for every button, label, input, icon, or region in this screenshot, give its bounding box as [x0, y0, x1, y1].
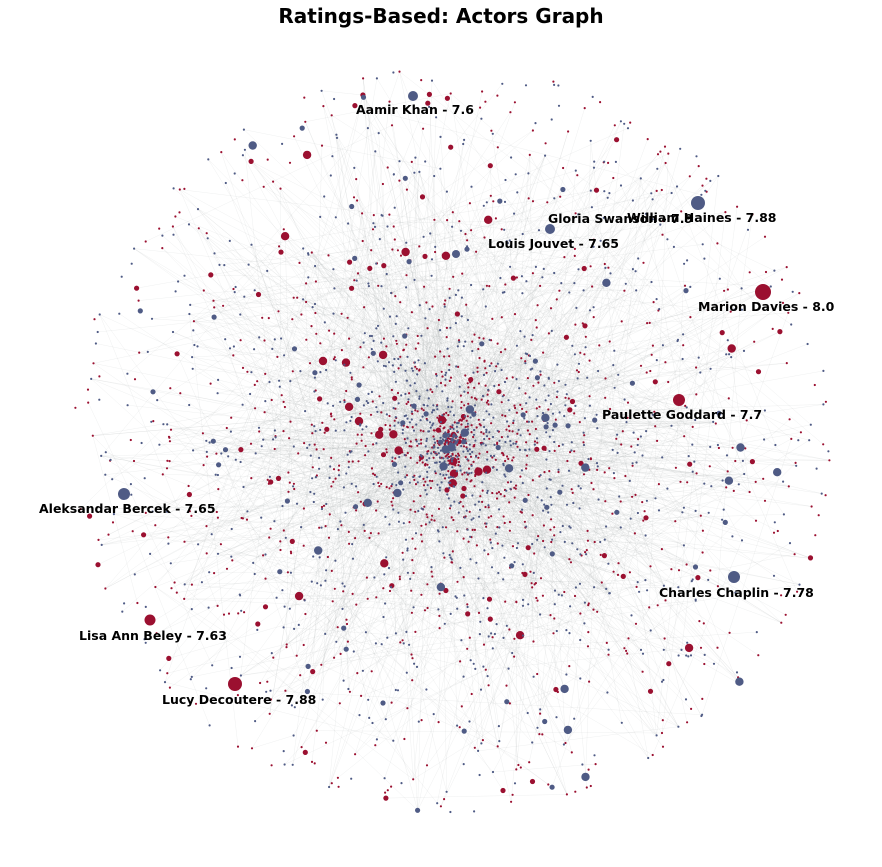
node-label-lisa-ann-beley: Lisa Ann Beley - 7.63 [79, 628, 227, 643]
hub-node-9 [228, 677, 242, 691]
hub-node-4 [755, 284, 771, 300]
hub-node-0 [408, 91, 418, 101]
hub-node-2 [691, 196, 705, 210]
node-label-charles-chaplin: Charles Chaplin - 7.78 [659, 585, 814, 600]
hub-node-3 [452, 250, 460, 258]
hub-node-8 [144, 614, 156, 626]
node-label-aamir-khan: Aamir Khan - 7.6 [356, 102, 474, 117]
hub-node-1 [545, 224, 555, 234]
labeled-node-layer [118, 91, 771, 691]
node-label-louis-jouvet: Louis Jouvet - 7.65 [488, 236, 619, 251]
node-label-aleksandar-bercek: Aleksandar Bercek - 7.65 [39, 501, 216, 516]
node-layer [74, 70, 831, 814]
node-label-marion-davies: Marion Davies - 8.0 [698, 299, 835, 314]
chart-title: Ratings-Based: Actors Graph [278, 4, 604, 28]
hub-node-6 [118, 488, 130, 500]
hub-node-7 [728, 571, 740, 583]
node-label-william-haines: William Haines - 7.88 [627, 210, 776, 225]
node-label-gloria-swanson: Gloria Swanson - 7.9 [548, 211, 693, 226]
node-label-paulette-goddard: Paulette Goddard - 7.7 [602, 407, 762, 422]
hub-node-5 [673, 394, 685, 406]
label-layer: Aamir Khan - 7.6 Gloria Swanson - 7.9 Wi… [39, 102, 835, 707]
node-label-lucy-decoutere: Lucy Decoutere - 7.88 [162, 692, 316, 707]
